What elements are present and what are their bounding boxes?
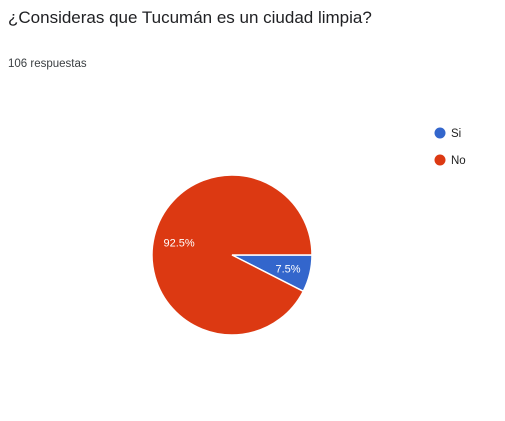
response-count: 106 respuestas xyxy=(8,58,87,70)
pie-slice-no xyxy=(151,174,313,336)
legend-label-no: No xyxy=(451,155,466,167)
question-title: ¿Consideras que Tucumán es un ciudad lim… xyxy=(8,8,372,27)
slice-label-no: 92.5% xyxy=(163,237,194,249)
slice-label-si: 7.5% xyxy=(275,263,300,275)
legend-swatch-si xyxy=(434,127,446,139)
legend-label-si: Si xyxy=(451,128,461,140)
legend-swatch-no xyxy=(434,154,446,166)
